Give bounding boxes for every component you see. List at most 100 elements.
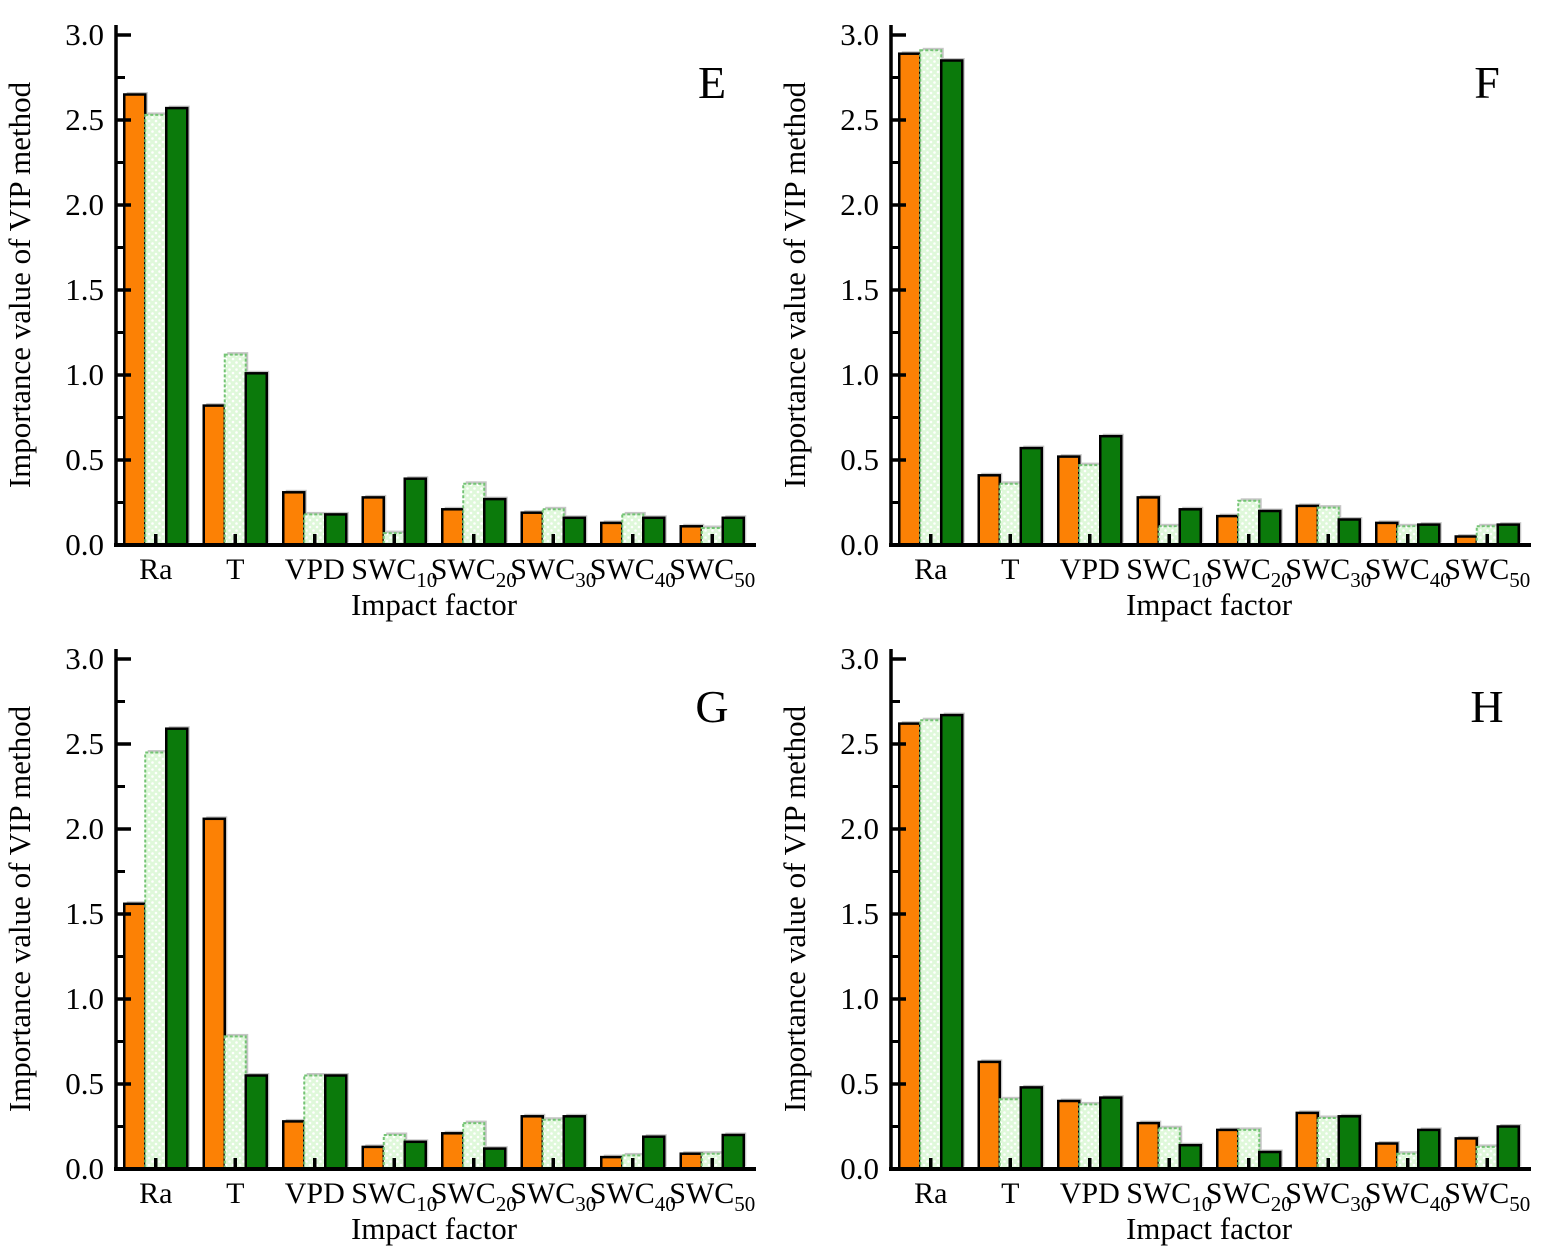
bar-dark-green xyxy=(562,1115,586,1171)
y-tick-label: 2.0 xyxy=(65,811,104,846)
x-category-label: T xyxy=(226,1177,244,1210)
bar-orange xyxy=(600,521,624,547)
bar-orange xyxy=(977,474,1001,547)
bar-dark-green xyxy=(721,516,745,547)
chart-g-svg: 0.00.51.01.52.02.53.0Ra T VPD SWC10SWC20SWC… xyxy=(2,641,756,1246)
bar-dark-green xyxy=(324,513,348,547)
x-category-label: SWC50 xyxy=(1444,1177,1530,1216)
bar-orange xyxy=(202,404,226,547)
x-category-label: Ra xyxy=(914,1177,947,1210)
y-tick-label: 3.0 xyxy=(840,17,879,52)
bar-dark-green xyxy=(1496,523,1520,547)
bar-dark-green xyxy=(1099,434,1123,547)
bar-orange xyxy=(282,1120,306,1171)
x-category-label: SWC50 xyxy=(669,1177,755,1216)
x-category-label: SWC40 xyxy=(1365,1177,1451,1216)
y-axis-title: Importance value of VIP method xyxy=(2,705,37,1112)
bar-dark-green xyxy=(1019,1086,1043,1171)
bar-light-green xyxy=(223,353,247,546)
y-tick-label: 2.0 xyxy=(840,811,879,846)
bar-orange xyxy=(679,1152,703,1171)
x-category-label: SWC20 xyxy=(431,553,517,592)
bar-light-green xyxy=(1316,506,1340,547)
x-axis-title: Impact factor xyxy=(351,587,518,622)
bar-dark-green xyxy=(642,1135,666,1171)
chart-e-svg: 0.00.51.01.52.02.53.0Ra T VPD SWC10SWC20SWC… xyxy=(2,17,756,622)
bar-dark-green xyxy=(1258,1150,1282,1171)
bar-orange xyxy=(1375,1142,1399,1171)
bar-orange xyxy=(123,93,147,547)
bar-orange xyxy=(520,511,544,547)
x-category-label: T xyxy=(1001,553,1019,586)
bar-dark-green xyxy=(244,1074,268,1171)
x-category-label: SWC50 xyxy=(669,553,755,592)
bar-dark-green xyxy=(324,1074,348,1171)
y-tick-label: 3.0 xyxy=(840,641,879,676)
y-tick-label: 1.0 xyxy=(840,357,879,392)
bar-orange xyxy=(361,1145,385,1171)
panel-letter: H xyxy=(1470,681,1503,732)
panel-letter: E xyxy=(698,57,726,108)
bar-dark-green xyxy=(1417,1128,1441,1171)
bar-dark-green xyxy=(403,1140,427,1171)
y-tick-label: 2.0 xyxy=(65,187,104,222)
bar-dark-green xyxy=(1496,1125,1520,1171)
bar-light-green xyxy=(919,719,943,1170)
y-tick-label: 2.0 xyxy=(840,187,879,222)
bar-dark-green xyxy=(165,106,189,547)
bar-orange xyxy=(679,525,703,547)
panel-h: 0.0 0.5 1.0 1.5 2.0 2.5 3.0 Ra T VPD SWC10 SWC20 SWC… xyxy=(775,624,1550,1248)
x-axis-title: Impact factor xyxy=(1126,1211,1293,1246)
y-tick-label: 1.0 xyxy=(840,981,879,1016)
y-tick-label: 1.5 xyxy=(65,272,104,307)
bar-orange xyxy=(1375,521,1399,547)
x-category-label: Ra xyxy=(139,553,172,586)
panel-letter: F xyxy=(1474,57,1500,108)
bar-dark-green xyxy=(165,727,189,1171)
bar-dark-green xyxy=(940,59,964,547)
y-tick-label: 2.5 xyxy=(65,726,104,761)
bar-orange xyxy=(361,496,385,547)
y-tick-label: 2.5 xyxy=(65,102,104,137)
x-category-label: T xyxy=(226,553,244,586)
x-category-label: SWC20 xyxy=(1206,553,1292,592)
x-category-label: SWC30 xyxy=(1285,553,1371,592)
y-tick-label: 0.0 xyxy=(840,1151,879,1186)
bar-dark-green xyxy=(1099,1096,1123,1171)
bar-dark-green xyxy=(1337,1115,1361,1171)
y-tick-label: 0.0 xyxy=(65,1151,104,1186)
bar-orange xyxy=(977,1060,1001,1171)
bar-dark-green xyxy=(403,477,427,547)
panel-f: 0.0 0.5 1.0 1.5 2.0 2.5 3.0 Ra T VPD SWC10 SWC20 SWC… xyxy=(775,0,1550,624)
y-axis-title: Importance value of VIP method xyxy=(2,81,37,488)
x-category-label: VPD xyxy=(285,553,345,586)
bar-orange xyxy=(1295,504,1319,547)
x-category-label: VPD xyxy=(285,1177,345,1210)
bar-orange xyxy=(1295,1111,1319,1171)
x-category-label: SWC20 xyxy=(431,1177,517,1216)
x-category-label: T xyxy=(1001,1177,1019,1210)
bar-orange xyxy=(1216,514,1240,547)
bar-dark-green xyxy=(1178,508,1202,547)
bar-dark-green xyxy=(1258,509,1282,547)
y-tick-label: 1.5 xyxy=(65,896,104,931)
bar-orange xyxy=(898,722,922,1171)
bar-dark-green xyxy=(483,497,507,547)
y-tick-label: 0.5 xyxy=(840,442,879,477)
y-tick-label: 1.0 xyxy=(65,357,104,392)
bar-dark-green xyxy=(642,516,666,547)
bar-orange xyxy=(1136,1121,1160,1171)
bar-orange xyxy=(123,902,147,1171)
bar-orange xyxy=(898,52,922,547)
y-tick-label: 0.5 xyxy=(65,1066,104,1101)
x-category-label: SWC10 xyxy=(1126,1177,1212,1216)
x-axis-title: Impact factor xyxy=(351,1211,518,1246)
bar-orange xyxy=(282,491,306,547)
bar-dark-green xyxy=(483,1147,507,1171)
x-category-label: SWC30 xyxy=(1285,1177,1371,1216)
bar-light-green xyxy=(919,49,943,547)
x-category-label: VPD xyxy=(1060,553,1120,586)
panel-letter: G xyxy=(695,681,728,732)
bar-light-green xyxy=(144,113,168,547)
y-tick-label: 0.0 xyxy=(65,527,104,562)
